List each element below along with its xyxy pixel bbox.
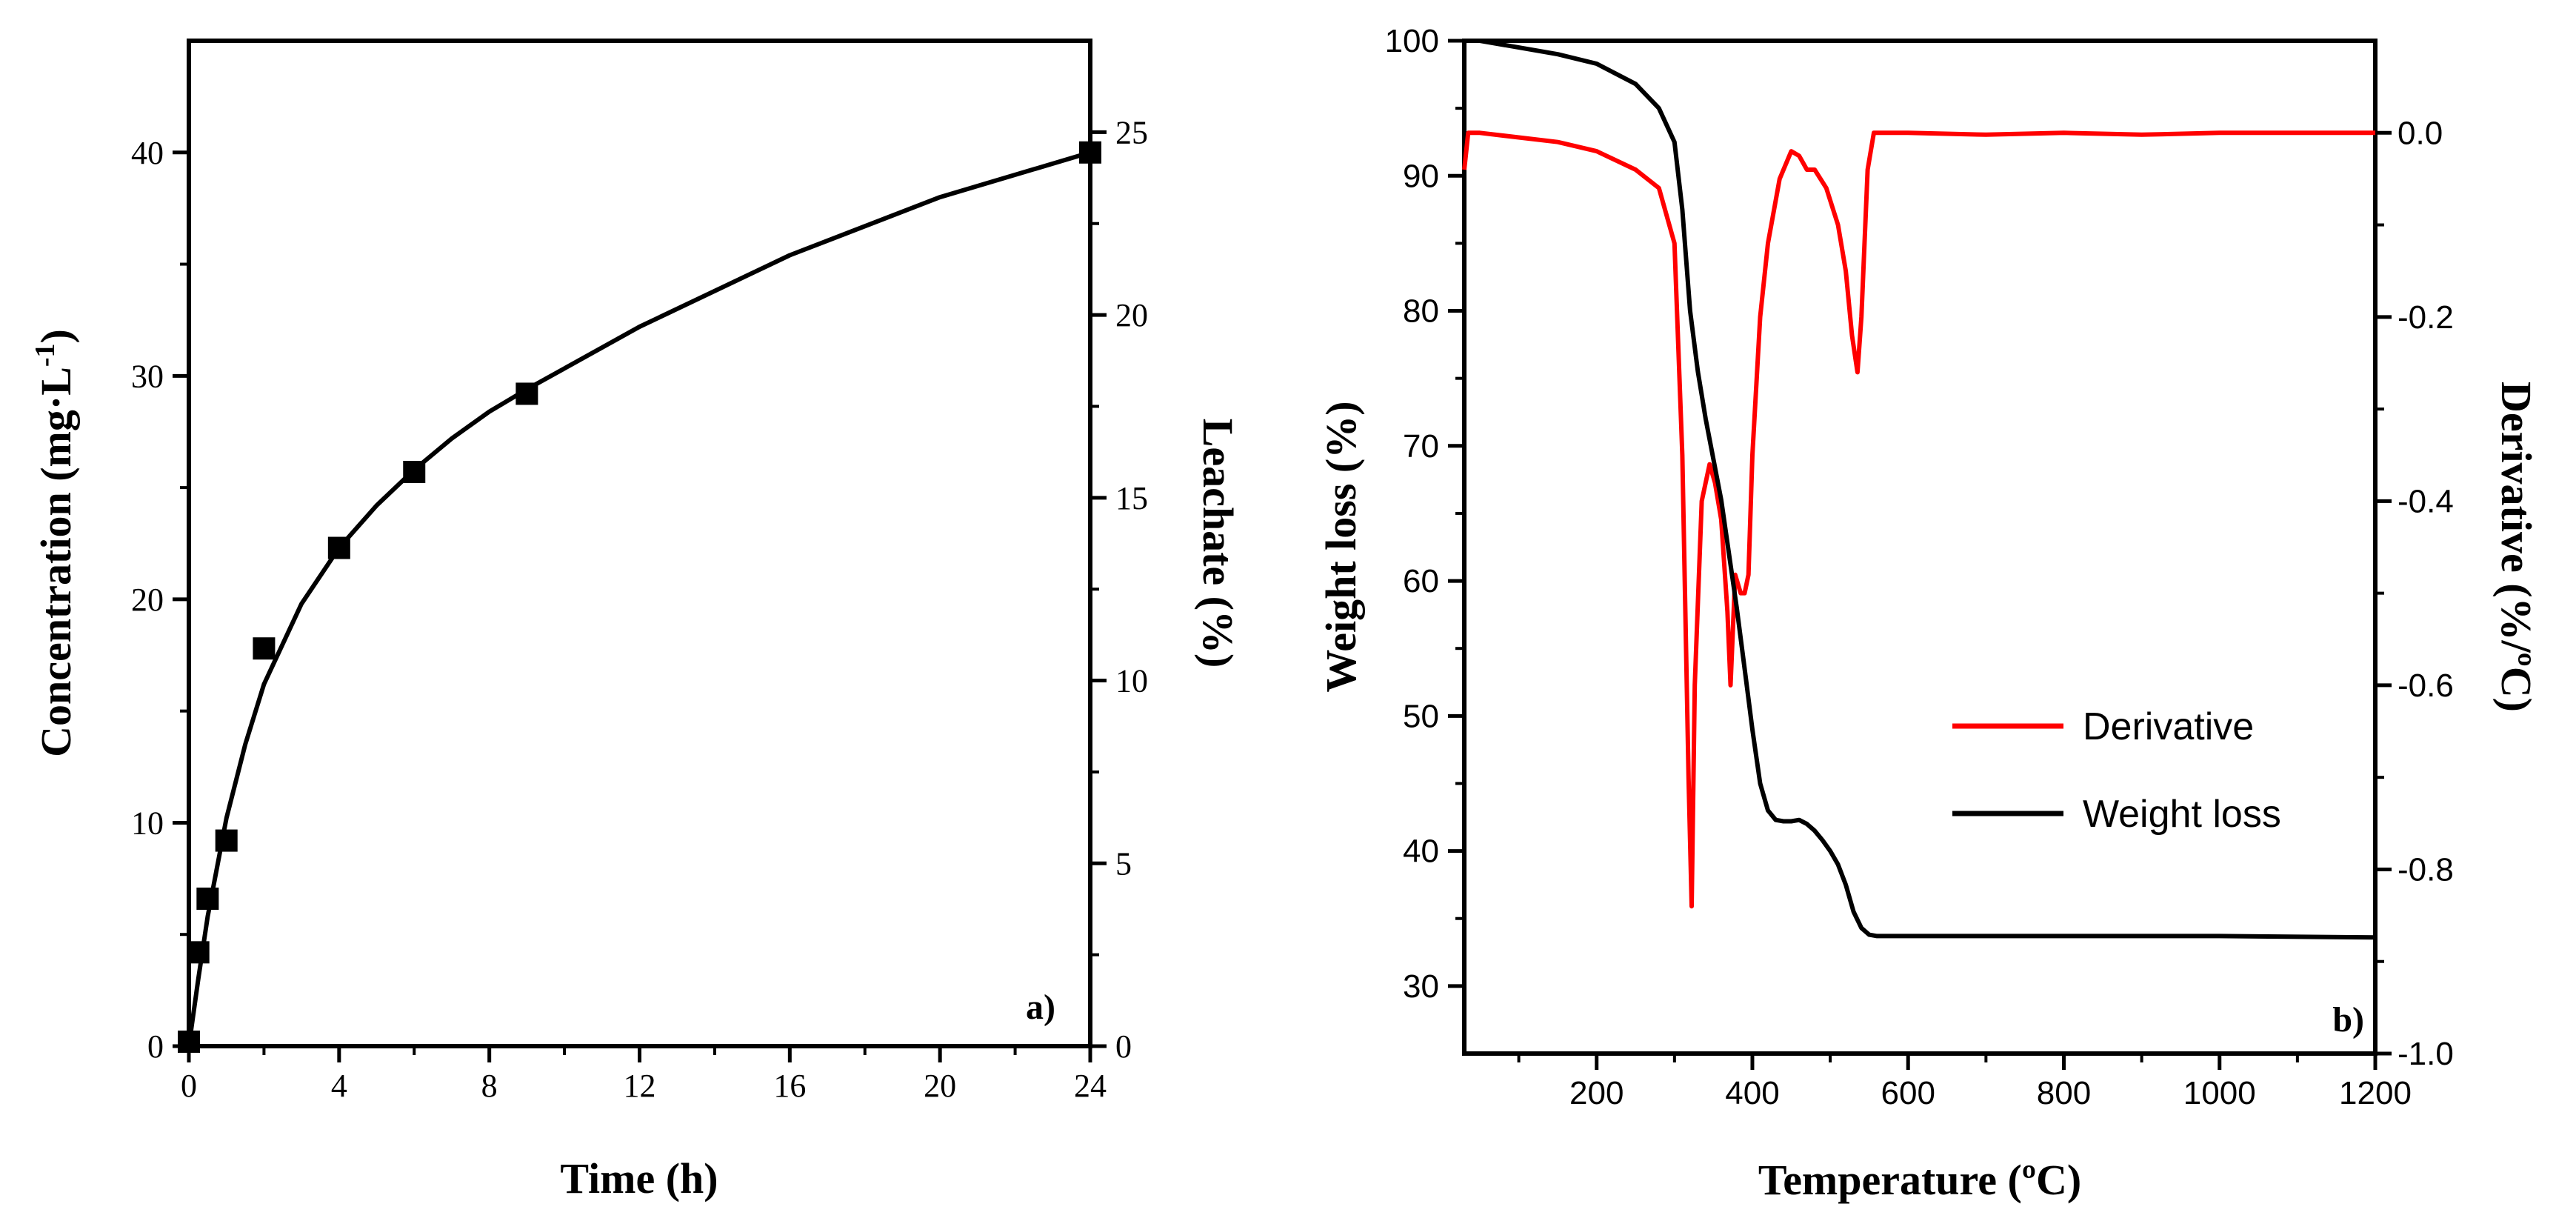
panel-b-legend: Derivative Weight loss [1952, 705, 2281, 836]
x-tick-label: 12 [624, 1068, 656, 1104]
legend-derivative-label: Derivative [2083, 705, 2254, 748]
x-tick-label: 0 [181, 1068, 197, 1104]
data-point-marker [178, 1030, 200, 1053]
right-y-tick-label: 0.0 [2398, 115, 2443, 151]
data-point-marker [515, 382, 538, 405]
panel-a-plot [178, 141, 1101, 1053]
right-y-tick-label: -0.2 [2398, 299, 2454, 336]
weight-loss-curve [1464, 39, 2376, 940]
y-tick-label: 50 [1403, 698, 1439, 734]
y-tick-label: 40 [131, 135, 164, 171]
panel-a-tag: a) [1026, 988, 1055, 1027]
y-tick-label: 100 [1385, 23, 1439, 59]
right-y-tick-label: -0.8 [2398, 851, 2454, 888]
right-y-tick-label: 5 [1115, 845, 1132, 882]
panel-a-right-y-axis-title: Leachate (%) [1194, 419, 1242, 668]
panel-b-x-axis-title: Temperature (ºC) [1758, 1156, 2081, 1204]
y-tick-label: 10 [131, 805, 164, 841]
x-tick-label: 200 [1569, 1075, 1624, 1111]
y-tick-label: 70 [1403, 428, 1439, 465]
panel-a-y-axis-title-part2: L [32, 367, 80, 396]
y-tick-label: 90 [1403, 158, 1439, 194]
panel-a-x-ticks: 0 4 8 12 16 20 24 [181, 1046, 1107, 1104]
panel-b-x-ticks: 200 400 600 800 1000 1200 [1517, 1054, 2412, 1111]
right-y-tick-label: -0.6 [2398, 668, 2454, 704]
data-point-marker [1079, 141, 1101, 164]
x-tick-label: 4 [331, 1068, 347, 1104]
panel-a-y-axis-title: Concentration (mg·L-1) [30, 329, 80, 757]
data-point-marker [196, 887, 219, 910]
panel-b-right-y-axis-title: Derivative (%/ºC) [2492, 382, 2540, 712]
data-point-marker [327, 536, 350, 559]
panel-a-y-axis-title-dot: · [32, 396, 80, 410]
panel-a-y-axis-title-part3: ) [32, 329, 80, 343]
x-tick-label: 1200 [2339, 1075, 2412, 1111]
y-tick-label: 30 [131, 358, 164, 394]
derivative-curve [1462, 130, 2375, 909]
y-tick-label: 80 [1403, 293, 1439, 330]
panel-a-y-ticks: 0 10 20 30 40 [131, 135, 189, 1065]
right-y-tick-label: 15 [1115, 480, 1148, 516]
x-tick-label: 16 [773, 1068, 806, 1104]
right-y-tick-label: 25 [1115, 114, 1148, 150]
panel-a-x-axis-title: Time (h) [560, 1154, 718, 1202]
y-tick-label: 0 [147, 1028, 164, 1065]
right-y-tick-label: 10 [1115, 663, 1148, 699]
panel-b-frame [1462, 39, 2378, 1056]
y-tick-label: 30 [1403, 968, 1439, 1005]
data-point-marker [215, 829, 238, 852]
x-tick-label: 600 [1881, 1075, 1935, 1111]
panel-a-right-y-ticks: 0 5 10 15 20 25 [1090, 114, 1148, 1065]
panel-a: 0 4 8 12 16 20 24 0 10 20 30 40 0 5 10 15 20 25 Time (h… [30, 39, 1242, 1202]
legend-weight-loss-label: Weight loss [2083, 793, 2281, 836]
fit-curve [187, 150, 1091, 1047]
y-tick-label: 40 [1403, 834, 1439, 870]
panel-b-tag: b) [2332, 1000, 2364, 1039]
y-tick-label: 60 [1403, 563, 1439, 599]
panel-b-right-y-ticks: 0.0 -0.2 -0.4 -0.6 -0.8 -1.0 [2375, 115, 2454, 1072]
right-y-tick-label: 0 [1115, 1028, 1132, 1065]
panel-b-plot [1462, 39, 2376, 940]
data-point-marker [253, 637, 276, 660]
x-tick-label: 8 [481, 1068, 498, 1104]
x-tick-label: 20 [924, 1068, 956, 1104]
panel-b: 200 400 600 800 1000 1200 30 40 50 60 70 80 90 100 0… [1317, 23, 2540, 1204]
data-point-marker [403, 461, 426, 484]
panel-a-y-axis-title-part1: Concentration (mg [32, 410, 80, 757]
x-tick-label: 400 [1725, 1075, 1779, 1111]
right-y-tick-label: -0.4 [2398, 483, 2454, 519]
y-tick-label: 20 [131, 582, 164, 618]
data-point-marker [187, 941, 210, 964]
right-y-tick-label: -1.0 [2398, 1036, 2454, 1072]
right-y-tick-label: 20 [1115, 297, 1148, 333]
panel-b-y-axis-title: Weight loss (%) [1317, 401, 1365, 692]
panel-b-y-ticks: 30 40 50 60 70 80 90 100 [1385, 23, 1464, 1005]
x-tick-label: 1000 [2183, 1075, 2256, 1111]
x-tick-label: 24 [1074, 1068, 1107, 1104]
x-tick-label: 800 [2037, 1075, 2091, 1111]
panel-a-y-axis-title-superscript: -1 [30, 343, 61, 367]
